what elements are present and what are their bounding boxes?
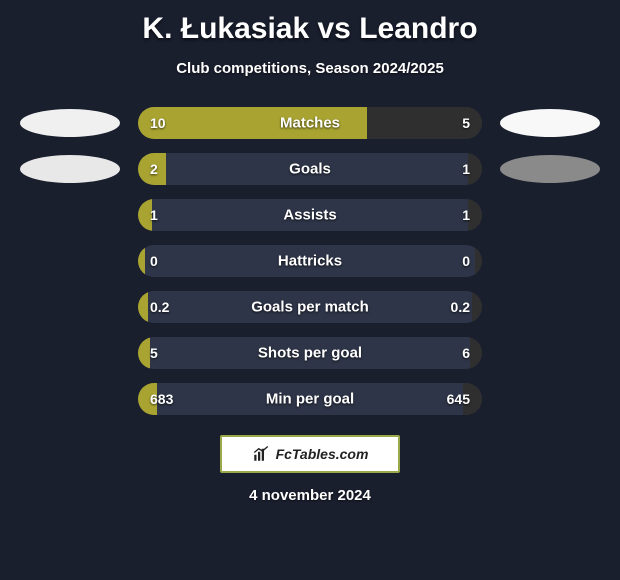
value-left: 683 [150, 391, 173, 407]
player-left-oval [20, 109, 120, 137]
value-left: 1 [150, 207, 158, 223]
bar-fill-left [138, 245, 145, 277]
subtitle: Club competitions, Season 2024/2025 [0, 60, 620, 77]
bar-fill-right [468, 199, 482, 231]
oval-placeholder [20, 385, 120, 413]
stat-bar: 1 Assists 1 [138, 199, 482, 231]
value-left: 5 [150, 345, 158, 361]
page-title: K. Łukasiak vs Leandro [0, 0, 620, 46]
stat-bar: 683 Min per goal 645 [138, 383, 482, 415]
metric-label: Goals per match [251, 299, 369, 316]
oval-placeholder [500, 247, 600, 275]
stat-bar: 5 Shots per goal 6 [138, 337, 482, 369]
bar-fill-right [475, 245, 482, 277]
metric-label: Hattricks [278, 253, 342, 270]
stat-row: 10 Matches 5 [20, 107, 600, 139]
metric-label: Min per goal [266, 391, 354, 408]
oval-placeholder [20, 293, 120, 321]
value-right: 1 [462, 161, 470, 177]
stat-row: 2 Goals 1 [20, 153, 600, 185]
stat-rows-container: 10Matches52Goals11Assists10Hattricks00.2… [0, 107, 620, 415]
watermark-box: FcTables.com [220, 435, 400, 473]
metric-label: Shots per goal [258, 345, 362, 362]
bar-fill-left [138, 291, 148, 323]
bar-fill-right [468, 153, 482, 185]
value-right: 1 [462, 207, 470, 223]
chart-icon [252, 445, 270, 463]
oval-placeholder [500, 293, 600, 321]
value-right: 0.2 [451, 299, 470, 315]
stat-bar: 0.2 Goals per match 0.2 [138, 291, 482, 323]
value-right: 0 [462, 253, 470, 269]
value-right: 6 [462, 345, 470, 361]
bar-fill-left [138, 337, 150, 369]
oval-placeholder [500, 201, 600, 229]
metric-label: Assists [283, 207, 336, 224]
bar-fill-right [470, 337, 482, 369]
oval-placeholder [20, 201, 120, 229]
player-left-oval [20, 155, 120, 183]
watermark-text: FcTables.com [276, 446, 369, 462]
stat-bar: 0 Hattricks 0 [138, 245, 482, 277]
player-right-oval [500, 155, 600, 183]
oval-placeholder [20, 247, 120, 275]
value-right: 5 [462, 115, 470, 131]
oval-placeholder [500, 339, 600, 367]
stat-bar: 10 Matches 5 [138, 107, 482, 139]
stat-bar: 2 Goals 1 [138, 153, 482, 185]
value-left: 10 [150, 115, 166, 131]
value-left: 2 [150, 161, 158, 177]
metric-label: Goals [289, 161, 331, 178]
oval-placeholder [20, 339, 120, 367]
stat-row: 0.2 Goals per match 0.2 [20, 291, 600, 323]
stat-row: 1 Assists 1 [20, 199, 600, 231]
stat-row: 5 Shots per goal 6 [20, 337, 600, 369]
bar-fill-right [472, 291, 482, 323]
oval-placeholder [500, 385, 600, 413]
stat-row: 0 Hattricks 0 [20, 245, 600, 277]
value-left: 0 [150, 253, 158, 269]
value-left: 0.2 [150, 299, 169, 315]
metric-label: Matches [280, 115, 340, 132]
value-right: 645 [447, 391, 470, 407]
stat-row: 683 Min per goal 645 [20, 383, 600, 415]
player-right-oval [500, 109, 600, 137]
date-label: 4 november 2024 [0, 487, 620, 504]
